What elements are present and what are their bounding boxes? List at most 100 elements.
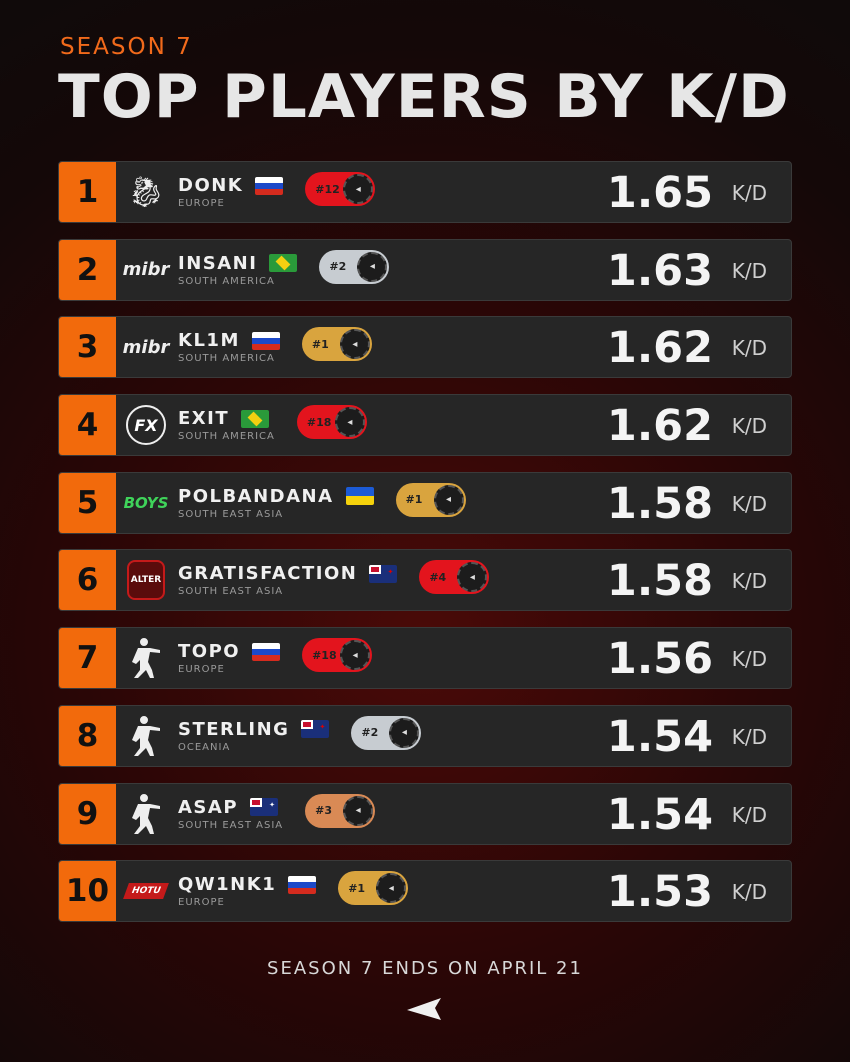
kd-value: 1.53 [606,867,713,918]
player-region: SOUTH AMERICA [178,431,275,443]
kd-value: 1.54 [606,789,713,840]
premier-rank-badge: #1 ◂ [301,327,372,362]
player-name: TOPO [178,641,241,663]
premier-rank-badge: #1 ◂ [395,482,466,517]
team-logo-icon: ALTER [116,560,176,601]
rank-number: 1 [59,162,116,222]
premier-rank-badge: #18 ◂ [302,638,373,673]
player-row: 5 BOYS POLBANDANA SOUTH EAST ASIA #1 ◂ 1.… [58,471,792,534]
premier-rank-badge: #1 ◂ [338,871,409,906]
badge-rank: #1 [405,493,423,507]
medal-icon: ◂ [343,795,374,826]
team-logo-icon: BOYS [123,493,169,512]
russia-flag-icon [251,331,280,350]
team-logo-icon [116,792,176,836]
rank-number: 2 [59,239,116,300]
premier-rank-badge: #2 ◂ [319,249,390,284]
team-logo-icon [116,636,176,680]
team-logo-icon: 🐉︎ [126,174,166,210]
player-row: 7 TOPO EUROPE #18 ◂ 1.56 K/D [58,627,792,690]
rank-number: 3 [59,317,116,378]
kd-label: K/D [731,491,767,516]
player-region: SOUTH AMERICA [178,353,275,365]
rank-number: 7 [59,628,116,689]
new-zealand-flag-icon: ✦ [301,720,330,739]
rank-number: 8 [59,705,116,766]
leaderboard: 1 🐉︎ DONK EUROPE #12 ◂ 1.65 K/D 2 mibr INS… [58,161,792,938]
medal-icon: ◂ [334,407,365,438]
kd-label: K/D [731,802,767,827]
badge-rank: #1 [348,881,366,895]
kd-label: K/D [731,181,767,205]
player-name: STERLING [178,718,290,740]
premier-rank-badge: #3 ◂ [305,793,376,828]
russia-flag-icon [252,642,281,661]
player-region: EUROPE [178,198,225,209]
season-end-note: SEASON 7 ENDS ON APRIL 21 [267,958,583,979]
badge-rank: #2 [329,260,347,274]
player-row: 1 🐉︎ DONK EUROPE #12 ◂ 1.65 K/D [58,161,792,223]
kd-value: 1.62 [606,401,713,452]
page-title: TOP PLAYERS BY K/D [58,62,790,132]
player-row: 8 STERLING ✦ OCEANIA #2 ◂ 1.54 K/D [58,704,792,767]
kd-label: K/D [731,414,767,439]
team-logo-icon [116,714,176,758]
medal-icon: ◂ [340,640,371,671]
brazil-flag-icon [269,254,298,273]
medal-icon: ◂ [433,484,464,515]
premier-rank-badge: #12 ◂ [305,172,376,206]
player-region: OCEANIA [178,741,231,753]
player-row: 3 mibr KL1M SOUTH AMERICA #1 ◂ 1.62 K/D [58,316,792,379]
kd-value: 1.65 [606,168,713,218]
premier-rank-badge: #2 ◂ [351,715,422,750]
badge-rank: #2 [361,726,379,740]
badge-rank: #18 [312,648,337,662]
kd-label: K/D [731,880,767,905]
kd-label: K/D [731,569,767,594]
rank-number: 6 [59,550,116,611]
new-zealand-flag-icon: ✦ [369,564,398,583]
player-row: 6 ALTER GRATISFACTION ✦ SOUTH EAST ASIA … [58,549,792,612]
player-region: SOUTH AMERICA [178,275,275,287]
ukraine-flag-icon [345,487,374,506]
team-logo-icon: FX [116,405,176,446]
medal-icon: ◂ [343,174,374,204]
rank-number: 9 [59,783,116,844]
player-row: 9 ASAP ✦ SOUTH EAST ASIA #3 ◂ 1.54 K/D [58,782,792,845]
kd-value: 1.58 [606,478,713,529]
medal-icon: ◂ [389,717,420,748]
brazil-flag-icon [241,409,270,428]
medal-icon: ◂ [376,873,407,904]
player-name: DONK [178,175,244,196]
team-logo-icon: HOTU [116,883,176,900]
kd-value: 1.63 [606,245,713,296]
rank-number: 4 [59,395,116,456]
kd-label: K/D [731,258,767,283]
rank-number: 10 [59,861,116,922]
player-region: SOUTH EAST ASIA [178,819,284,831]
premier-rank-badge: #18 ◂ [296,405,367,440]
russia-flag-icon [288,875,317,894]
australia-flag-icon: ✦ [250,798,279,816]
premier-rank-badge: #4 ◂ [419,560,490,595]
kd-value: 1.54 [606,711,713,762]
team-logo-icon: mibr [122,336,170,358]
badge-rank: #12 [315,182,340,196]
player-name: INSANI [178,252,258,274]
player-name: EXIT [178,408,230,430]
badge-rank: #1 [311,337,329,351]
kd-label: K/D [731,336,767,361]
player-name: POLBANDANA [178,485,334,507]
rank-number: 5 [59,472,116,533]
badge-rank: #18 [306,415,332,429]
player-name: QW1NK1 [178,874,277,896]
kd-value: 1.58 [606,556,713,607]
kd-label: K/D [731,724,767,749]
season-label: SEASON 7 [60,34,193,60]
team-logo-icon: mibr [122,259,170,281]
player-region: SOUTH EAST ASIA [178,586,284,598]
badge-rank: #3 [315,804,332,817]
player-name: GRATISFACTION [178,563,358,585]
player-row: 4 FX EXIT SOUTH AMERICA #18 ◂ 1.62 K/D [58,394,792,457]
kd-value: 1.56 [606,634,713,685]
